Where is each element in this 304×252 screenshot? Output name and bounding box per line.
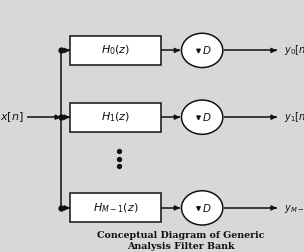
Text: $D$: $D$ <box>202 111 212 123</box>
Text: Conceptual Diagram of Generic
Analysis Filter Bank: Conceptual Diagram of Generic Analysis F… <box>97 231 264 251</box>
Text: $y_0[n]$: $y_0[n]$ <box>284 43 304 57</box>
Circle shape <box>181 100 223 134</box>
Circle shape <box>181 191 223 225</box>
Bar <box>70 36 161 65</box>
Bar <box>70 103 161 132</box>
Text: $y_{M-1}[n]$: $y_{M-1}[n]$ <box>284 201 304 215</box>
Text: $D$: $D$ <box>202 44 212 56</box>
Text: $D$: $D$ <box>202 202 212 214</box>
Text: $H_0(z)$: $H_0(z)$ <box>101 44 130 57</box>
Text: $y_1[n]$: $y_1[n]$ <box>284 110 304 124</box>
Bar <box>70 194 161 223</box>
Text: $x[n]$: $x[n]$ <box>0 110 24 124</box>
Text: $H_1(z)$: $H_1(z)$ <box>101 110 130 124</box>
Circle shape <box>181 33 223 68</box>
Text: $H_{M-1}(z)$: $H_{M-1}(z)$ <box>93 201 138 215</box>
